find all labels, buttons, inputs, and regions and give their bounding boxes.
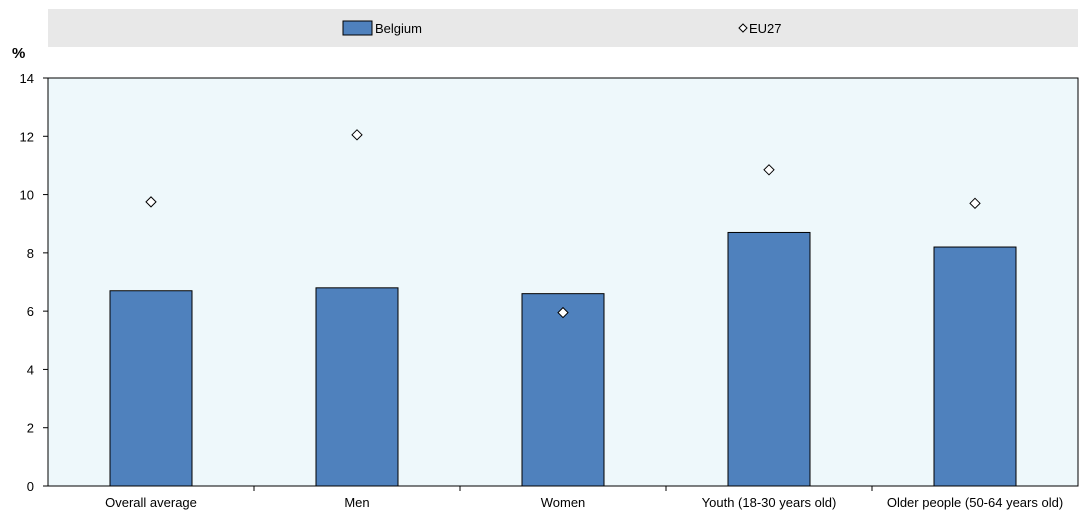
bar-belgium: [315, 287, 399, 487]
marker-eu27: [145, 196, 157, 208]
y-unit-label: %: [12, 45, 25, 62]
marker-eu27: [763, 164, 775, 176]
bar-belgium: [521, 293, 605, 487]
y-tick-label: 12: [20, 129, 34, 144]
x-tick-label: Overall average: [105, 495, 197, 510]
eu27-markers: [145, 129, 981, 319]
x-tick-label: Older people (50-64 years old): [887, 495, 1063, 510]
x-tick-label: Men: [344, 495, 369, 510]
belgium-bars: [109, 231, 1017, 487]
x-tick-label: Women: [541, 495, 586, 510]
legend: Belgium EU27: [342, 20, 782, 36]
x-axis: Overall average Men Women Youth (18-30 year…: [105, 486, 1063, 510]
marker-eu27: [557, 306, 569, 319]
bar-belgium: [727, 231, 811, 487]
y-tick-label: 2: [27, 421, 34, 436]
y-tick-label: 6: [27, 304, 34, 319]
y-tick-label: 4: [27, 362, 34, 377]
y-tick-label: 0: [27, 479, 34, 494]
legend-swatch-belgium: [342, 20, 373, 36]
x-tick-label: Youth (18-30 years old): [702, 495, 837, 510]
y-tick-label: 10: [20, 188, 34, 203]
marker-eu27: [969, 197, 981, 210]
marker-eu27: [351, 129, 363, 141]
bar-belgium: [109, 290, 193, 487]
y-tick-label: 8: [27, 246, 34, 261]
y-tick-label: 14: [20, 71, 34, 86]
legend-label-eu27: EU27: [749, 21, 782, 36]
legend-marker-eu27: [738, 23, 748, 33]
bar-belgium: [933, 246, 1017, 487]
y-axis: 0 2 4 6 8 10 12 14: [20, 71, 48, 494]
legend-label-belgium: Belgium: [375, 21, 422, 36]
legend-background: [48, 9, 1078, 47]
